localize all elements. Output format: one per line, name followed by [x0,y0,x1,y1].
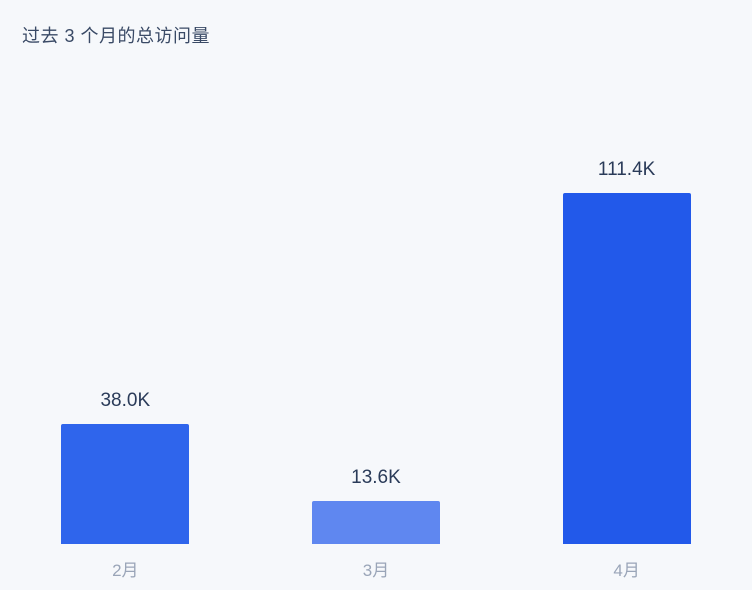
bar-value-label: 38.0K [100,390,150,412]
chart-title: 过去 3 个月的总访问量 [22,22,210,48]
x-axis-labels: 2月 3月 4月 [0,544,752,590]
chart-container: 过去 3 个月的总访问量 38.0K 13.6K 111.4K 2月 3月 4月 [0,0,752,590]
chart-plot-area: 38.0K 13.6K 111.4K 2月 3月 4月 [0,60,752,590]
bar-value-label: 111.4K [598,159,655,181]
x-axis-label: 3月 [251,544,502,581]
x-axis-label: 2月 [0,544,251,581]
bar-rect [61,424,189,544]
bars-row: 38.0K 13.6K 111.4K [0,60,752,544]
bar-col-2: 111.4K [501,60,752,544]
x-axis-label: 4月 [501,544,752,581]
bar-rect [563,193,691,544]
bar-col-1: 13.6K [251,60,502,544]
bar-col-0: 38.0K [0,60,251,544]
bar-rect [312,501,440,544]
bar-value-label: 13.6K [351,467,401,489]
